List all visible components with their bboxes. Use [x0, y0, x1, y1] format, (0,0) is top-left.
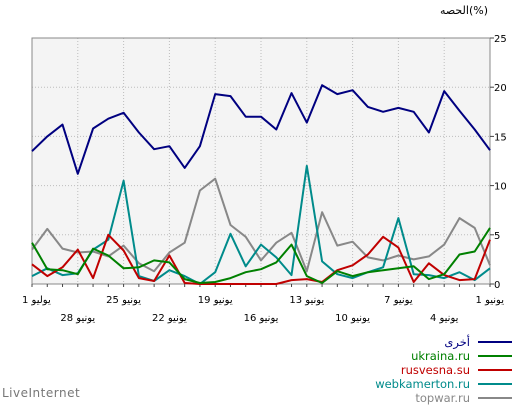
y-tick-label: 15 [494, 132, 507, 143]
y-tick-label: 5 [494, 231, 500, 242]
x-tick-label: 28 يونيو [60, 313, 95, 324]
y-tick-label: 25 [494, 34, 507, 45]
y-tick-label: 20 [494, 83, 507, 94]
legend-label: أخرى [444, 334, 470, 350]
legend-label: ukraina.ru [411, 349, 470, 363]
watermark: LiveInternet [2, 386, 81, 400]
series-line-webkamerton-ru [31, 164, 491, 285]
series-line----- [31, 84, 491, 175]
series-lines [31, 84, 491, 285]
grid-lines [32, 38, 490, 284]
x-tick-label: 10 يونيو [335, 313, 370, 324]
y-axis-ticks: 0 5 10 15 20 25 [490, 34, 507, 291]
x-tick-label: 1 يوليو [22, 295, 51, 306]
y-axis-label: الحصه(%) [440, 4, 488, 17]
y-tick-label: 0 [494, 280, 500, 291]
series-line-ukraina-ru [31, 227, 491, 284]
legend-label: webkamerton.ru [375, 377, 470, 391]
series-line-rusvesna-su [31, 233, 491, 285]
legend: أخرىukraina.rurusvesna.suwebkamerton.rut… [375, 334, 512, 405]
x-tick-label: 16 يونيو [244, 313, 279, 324]
x-tick-label: 7 يونيو [384, 295, 413, 306]
x-tick-label: 13 يونيو [289, 295, 324, 306]
x-tick-label: 1 يونيو [476, 295, 505, 306]
x-tick-label: 4 يونيو [430, 313, 459, 324]
x-tick-label: 25 يونيو [106, 295, 141, 306]
x-axis-ticks: 1 يوليو 25 يونيو 19 يونيو 13 يونيو 7 يونيو 1 … [22, 284, 504, 324]
legend-label: rusvesna.su [401, 363, 470, 377]
x-tick-label: 19 يونيو [198, 295, 233, 306]
legend-label: topwar.ru [415, 391, 470, 405]
x-tick-label: 22 يونيو [152, 313, 187, 324]
y-tick-label: 10 [494, 182, 507, 193]
